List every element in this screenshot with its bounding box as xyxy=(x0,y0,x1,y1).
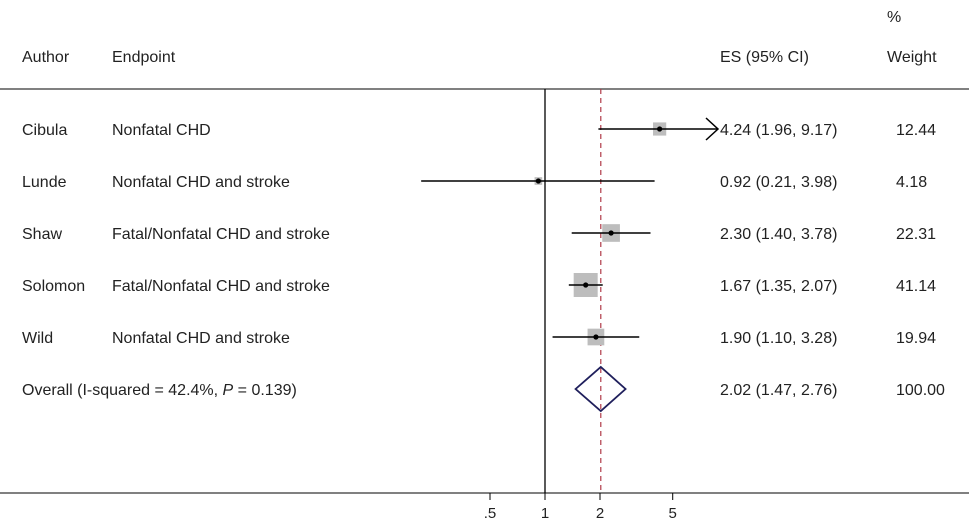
point-estimate xyxy=(657,126,663,132)
weight-header-percent: % xyxy=(887,9,901,26)
study-row: Cibula Nonfatal CHD 4.24 (1.96, 9.17) 12.44 xyxy=(22,117,936,141)
study-endpoint: Fatal/Nonfatal CHD and stroke xyxy=(112,226,330,243)
study-author: Solomon xyxy=(22,278,85,295)
study-es-text: 2.30 (1.40, 3.78) xyxy=(720,226,837,243)
tick-label: .5 xyxy=(484,505,497,522)
study-author: Wild xyxy=(22,330,53,347)
point-estimate xyxy=(608,230,614,236)
tick-label: 2 xyxy=(596,505,604,522)
study-weight-text: 41.14 xyxy=(896,278,936,295)
study-author: Shaw xyxy=(22,226,62,243)
point-estimate xyxy=(535,178,541,184)
study-es-text: 0.92 (0.21, 3.98) xyxy=(720,174,837,191)
pooled-weight-text: 100.00 xyxy=(896,382,945,399)
study-weight-text: 22.31 xyxy=(896,226,936,243)
ci-arrow xyxy=(705,117,720,141)
study-weight-text: 19.94 xyxy=(896,330,936,347)
point-estimate xyxy=(593,334,599,340)
study-endpoint: Nonfatal CHD and stroke xyxy=(112,174,290,191)
study-author: Lunde xyxy=(22,174,67,191)
study-row: Wild Nonfatal CHD and stroke 1.90 (1.10, 3… xyxy=(22,328,936,347)
weight-column-header: Weight xyxy=(887,49,937,66)
pooled-es-text: 2.02 (1.47, 2.76) xyxy=(720,382,837,399)
study-endpoint: Nonfatal CHD xyxy=(112,122,211,139)
study-weight-text: 12.44 xyxy=(896,122,936,139)
x-axis-ticks: .5 1 2 5 xyxy=(484,493,677,522)
author-column-header: Author xyxy=(22,49,70,66)
study-es-text: 1.90 (1.10, 3.28) xyxy=(720,330,837,347)
study-weight-text: 4.18 xyxy=(896,174,927,191)
tick-label: 5 xyxy=(669,505,677,522)
overall-label: Overall (I-squared = 42.4%, P = 0.139) xyxy=(22,382,297,399)
endpoint-column-header: Endpoint xyxy=(112,49,176,66)
study-author: Cibula xyxy=(22,122,67,139)
tick-label: 1 xyxy=(541,505,549,522)
study-rows: Cibula Nonfatal CHD 4.24 (1.96, 9.17) 12.44… xyxy=(22,117,936,347)
study-es-text: 4.24 (1.96, 9.17) xyxy=(720,122,837,139)
study-endpoint: Fatal/Nonfatal CHD and stroke xyxy=(112,278,330,295)
study-es-text: 1.67 (1.35, 2.07) xyxy=(720,278,837,295)
pooled-diamond xyxy=(574,365,627,413)
study-endpoint: Nonfatal CHD and stroke xyxy=(112,330,290,347)
study-row: Solomon Fatal/Nonfatal CHD and stroke 1.67… xyxy=(22,273,936,297)
study-row: Shaw Fatal/Nonfatal CHD and stroke 2.30 (1… xyxy=(22,224,936,243)
point-estimate xyxy=(583,282,589,288)
study-row: Lunde Nonfatal CHD and stroke 0.92 (0.21, … xyxy=(22,174,927,191)
es-column-header: ES (95% CI) xyxy=(720,49,809,66)
